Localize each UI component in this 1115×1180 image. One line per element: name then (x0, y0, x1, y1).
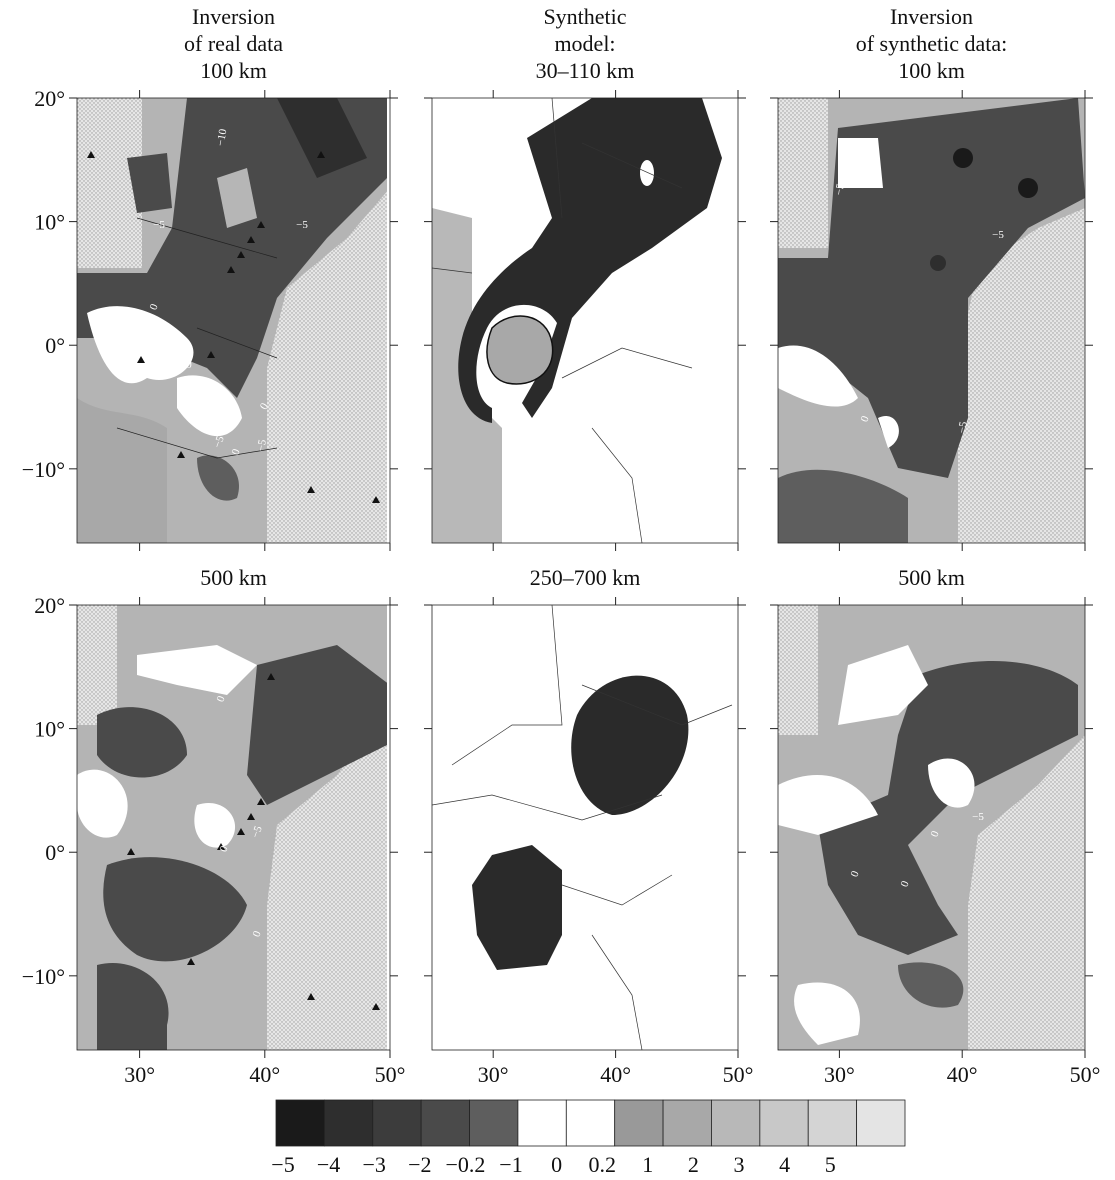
contour-label: 0 (186, 359, 192, 371)
colorbar-label: −5 (271, 1152, 294, 1177)
colorbar-swatch (276, 1100, 324, 1146)
y-tick-label: −10° (22, 457, 65, 482)
colorbar-label: −4 (317, 1152, 340, 1177)
x-tick-label: 40° (600, 1062, 631, 1087)
panel-title: Inversion (890, 4, 973, 29)
panel-title: of synthetic data: (856, 31, 1008, 56)
colorbar-label: −3 (362, 1152, 385, 1177)
y-tick-label: 0° (45, 840, 65, 865)
panel-title: 100 km (200, 58, 267, 83)
colorbar-swatch (470, 1100, 518, 1146)
colorbar-swatch (566, 1100, 614, 1146)
colorbar-label: −0.2 (445, 1152, 485, 1177)
colorbar-swatch (518, 1100, 566, 1146)
contour-label: −5 (992, 229, 1004, 241)
x-tick-label: 40° (947, 1062, 978, 1087)
colorbar-swatch (760, 1100, 808, 1146)
colorbar-swatch (421, 1100, 469, 1146)
panel-title: of real data (184, 31, 283, 56)
colorbar-swatch (615, 1100, 663, 1146)
y-tick-label: 10° (34, 210, 65, 235)
map (778, 98, 1085, 543)
colorbar-label: 5 (825, 1152, 836, 1177)
panel-title: Inversion (192, 4, 275, 29)
panel-title: 30–110 km (536, 58, 635, 83)
panel-title: 500 km (200, 565, 267, 590)
y-tick-label: 20° (34, 86, 65, 111)
colorbar-label: −1 (499, 1152, 522, 1177)
figure: −10−5−5000−50−5Inversionof real data100 … (0, 0, 1115, 1180)
colorbar-label: 4 (779, 1152, 790, 1177)
colorbar-label: 3 (734, 1152, 745, 1177)
map (77, 98, 390, 543)
contour-label: −5 (153, 219, 165, 231)
panel-title: 100 km (898, 58, 965, 83)
y-tick-label: −10° (22, 964, 65, 989)
colorbar-label: −2 (408, 1152, 431, 1177)
colorbar-swatch (808, 1100, 856, 1146)
map (432, 98, 738, 543)
map (432, 605, 738, 1050)
colorbar-swatch (711, 1100, 759, 1146)
x-tick-label: 50° (1070, 1062, 1101, 1087)
x-tick-label: 30° (124, 1062, 155, 1087)
panel-title: 250–700 km (530, 565, 641, 590)
colorbar-label: 0 (551, 1152, 562, 1177)
colorbar-label: 0.2 (588, 1152, 616, 1177)
x-tick-label: 30° (478, 1062, 509, 1087)
map (778, 605, 1085, 1050)
colorbar-label: 2 (688, 1152, 699, 1177)
x-tick-label: 50° (375, 1062, 406, 1087)
y-tick-label: 10° (34, 717, 65, 742)
colorbar-swatch (857, 1100, 905, 1146)
y-tick-label: 0° (45, 333, 65, 358)
x-tick-label: 50° (723, 1062, 754, 1087)
contour-label: −5 (972, 811, 984, 823)
contour-label: −5 (296, 219, 308, 231)
colorbar-swatch (663, 1100, 711, 1146)
y-tick-label: 20° (34, 593, 65, 618)
colorbar-swatch (324, 1100, 372, 1146)
panel-title: Synthetic (543, 4, 626, 29)
panel-title: 500 km (898, 565, 965, 590)
map (77, 605, 390, 1050)
x-tick-label: 30° (824, 1062, 855, 1087)
colorbar-label: 1 (642, 1152, 653, 1177)
panel-title: model: (554, 31, 615, 56)
x-tick-label: 40° (249, 1062, 280, 1087)
colorbar-swatch (373, 1100, 421, 1146)
